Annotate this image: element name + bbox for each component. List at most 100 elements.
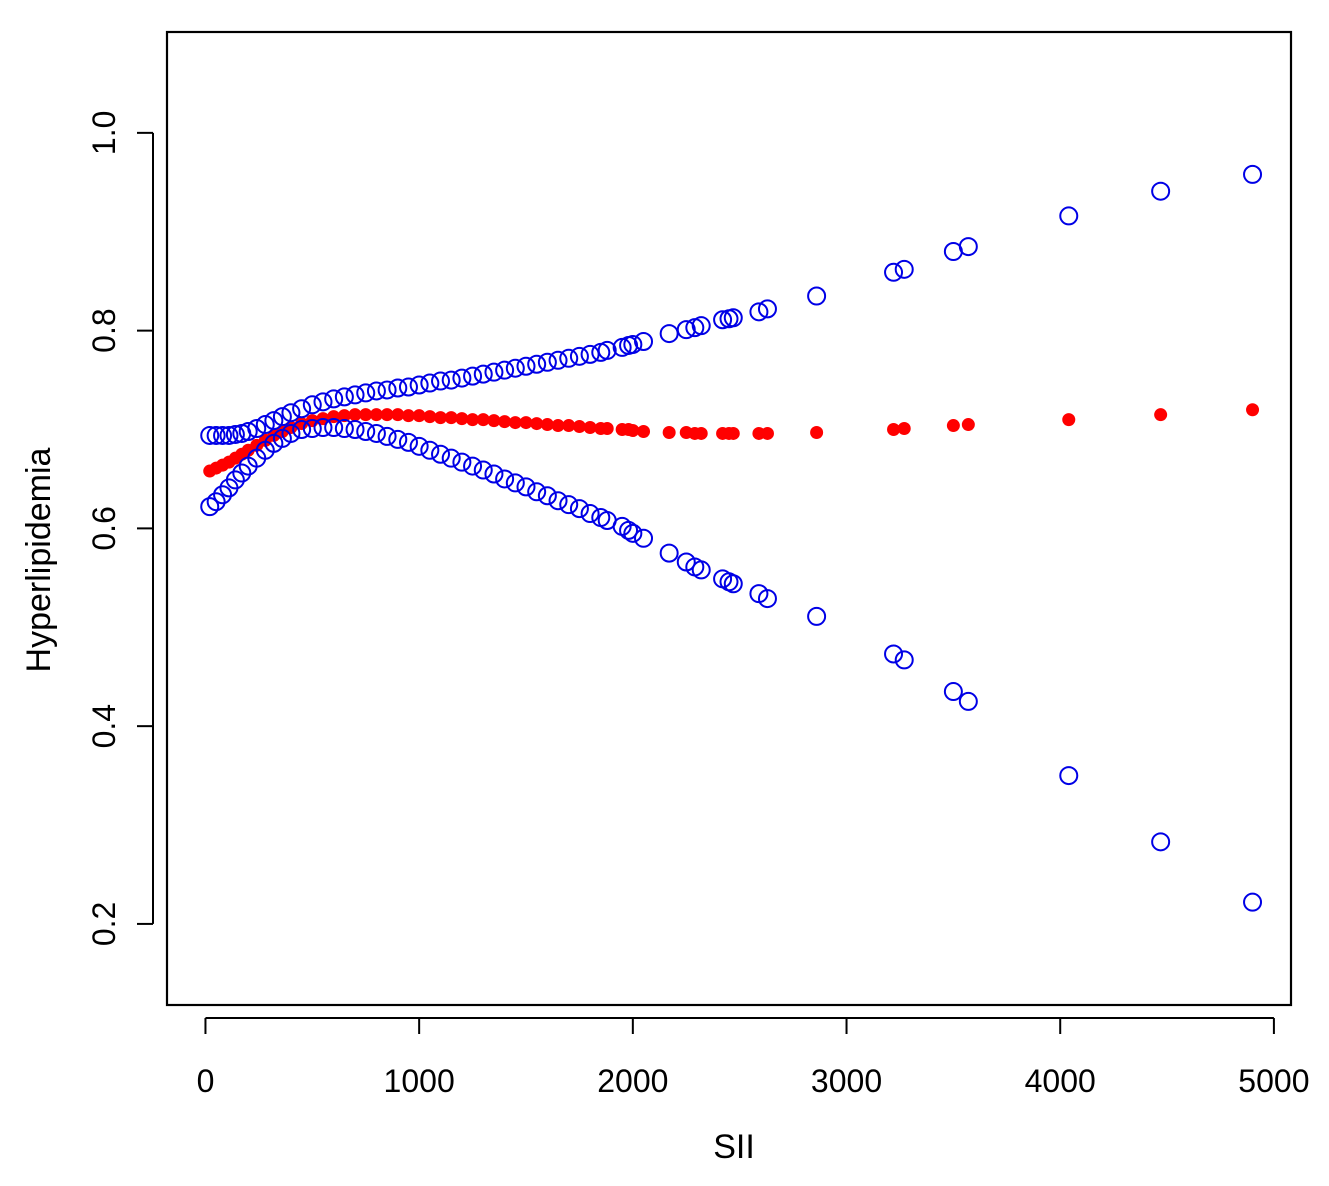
lower-bound-point — [463, 456, 483, 476]
lower-bound-point — [757, 589, 777, 609]
fitted-point — [369, 408, 383, 422]
upper-bound-point — [441, 370, 461, 390]
lower-bound-point — [723, 574, 743, 594]
upper-bound-point — [495, 360, 515, 380]
fitted-point — [760, 426, 774, 440]
upper-bound-point — [247, 419, 267, 439]
upper-bound-point — [420, 373, 440, 393]
fitted-point — [897, 422, 911, 436]
x-tick-label: 4000 — [1025, 1063, 1096, 1099]
lower-bound-point — [452, 452, 472, 472]
upper-bound-point — [713, 310, 733, 330]
lower-bound-point — [473, 460, 493, 480]
lower-bound-point — [537, 486, 557, 506]
upper-bound-point — [292, 399, 312, 419]
fitted-point — [487, 414, 501, 428]
lower-bound-point — [943, 682, 963, 702]
lower-bound-point — [388, 429, 408, 449]
fitted-point — [540, 418, 554, 432]
plot-frame — [165, 30, 1293, 1007]
lower-bound-point — [281, 423, 301, 443]
upper-bound-point — [334, 387, 354, 407]
fitted-point — [476, 413, 490, 427]
upper-bound-point — [597, 340, 617, 360]
upper-bound-point — [200, 425, 220, 445]
lower-bound-point — [334, 419, 354, 439]
upper-bound-point — [1151, 181, 1171, 201]
fitted-point — [551, 419, 565, 433]
lower-bound-point — [302, 419, 322, 439]
lower-bound-point — [495, 469, 515, 489]
upper-bound-point — [723, 308, 743, 328]
upper-bound-point — [206, 425, 226, 445]
upper-bound-point — [388, 378, 408, 398]
lower-bound-point — [292, 420, 312, 440]
fitted-point — [810, 425, 824, 439]
lower-bound-point — [398, 432, 418, 452]
lower-bound-point — [313, 418, 333, 438]
upper-bound-point — [749, 302, 769, 322]
lower-bound-point — [324, 418, 344, 438]
lower-bound-point — [548, 491, 568, 511]
lower-bound-point — [623, 523, 643, 543]
x-axis: 0 1000 2000 3000 4000 5000 — [197, 1017, 1309, 1099]
lower-bound-point — [200, 497, 220, 517]
upper-bound-point — [884, 262, 904, 282]
upper-bound-point — [255, 415, 275, 435]
y-tick-label: 0.4 — [86, 704, 122, 748]
lower-bound-point — [1151, 832, 1171, 852]
lower-bound-point — [225, 470, 245, 490]
lower-bound-point — [409, 436, 429, 456]
lower-bound-point — [580, 504, 600, 524]
fitted-point — [1154, 408, 1168, 422]
series-lower-bound — [200, 418, 1263, 912]
upper-bound-point — [484, 362, 504, 382]
x-axis-title: SII — [713, 1128, 755, 1166]
upper-bound-point — [569, 346, 589, 366]
lower-bound-point — [431, 444, 451, 464]
fitted-point — [434, 411, 448, 425]
upper-bound-point — [807, 286, 827, 306]
upper-bound-point — [634, 332, 654, 352]
lower-bound-point — [213, 485, 233, 505]
fitted-point — [1246, 403, 1260, 417]
upper-bound-point — [958, 237, 978, 257]
upper-bound-point — [537, 352, 557, 372]
lower-bound-point — [366, 423, 386, 443]
fitted-point — [508, 416, 522, 430]
upper-bound-point — [398, 377, 418, 397]
lower-bound-point — [958, 691, 978, 711]
upper-bound-point — [356, 383, 376, 403]
upper-bound-point — [527, 354, 547, 374]
lower-bound-point — [1243, 892, 1263, 912]
upper-bound-point — [516, 356, 536, 376]
upper-bound-point — [238, 421, 258, 441]
lower-bound-point — [377, 426, 397, 446]
upper-bound-point — [272, 407, 292, 427]
lower-bound-point — [807, 606, 827, 626]
y-axis: 0.2 0.4 0.6 0.8 1.0 — [86, 111, 154, 946]
upper-bound-point — [691, 316, 711, 336]
series-upper-bound — [200, 164, 1263, 445]
lower-bound-point — [441, 448, 461, 468]
fitted-point — [444, 411, 458, 425]
fitted-point — [662, 425, 676, 439]
upper-bound-point — [452, 368, 472, 388]
y-tick-label: 0.2 — [86, 902, 122, 946]
lower-bound-point — [356, 421, 376, 441]
lower-bound-point — [345, 420, 365, 440]
fitted-point — [412, 409, 426, 423]
fitted-point — [1062, 413, 1076, 427]
y-tick-label: 0.6 — [86, 506, 122, 550]
upper-bound-point — [473, 364, 493, 384]
lower-bound-point — [884, 644, 904, 664]
fitted-point — [359, 408, 373, 422]
lower-bound-point — [420, 440, 440, 460]
y-tick-label: 0.8 — [86, 308, 122, 352]
y-tick-label: 1.0 — [86, 111, 122, 155]
fitted-point — [466, 413, 480, 427]
lower-bound-point — [527, 482, 547, 502]
upper-bound-point — [345, 385, 365, 405]
